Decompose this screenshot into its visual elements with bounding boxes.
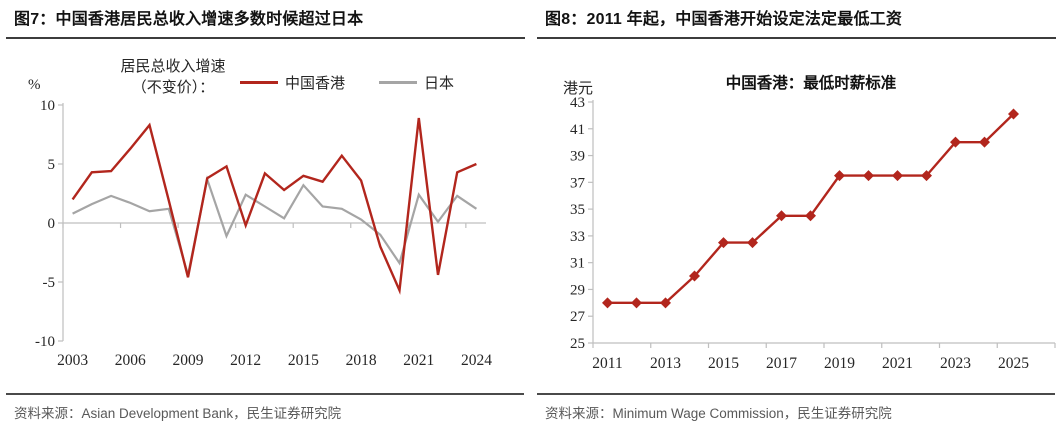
diamond-marker: [718, 237, 729, 249]
diamond-marker: [660, 297, 671, 309]
x-tick-label: 2011: [592, 355, 622, 372]
diamond-marker: [863, 170, 874, 182]
diamond-marker: [892, 170, 903, 182]
x-tick-label: 2023: [940, 355, 971, 372]
y-tick-label: 29: [570, 282, 585, 298]
x-tick-label: 2012: [230, 352, 261, 369]
legend-label-japan: 日本: [424, 76, 455, 92]
x-tick-label: 2021: [882, 355, 913, 372]
y-tick-label: 39: [570, 149, 585, 165]
y-tick-label: 5: [48, 157, 56, 173]
figure7-y-unit-label: %: [28, 77, 41, 93]
y-tick-label: -5: [43, 275, 56, 291]
figure8-chart-title: 中国香港：最低时薪标准: [725, 75, 897, 92]
y-tick-label: 27: [570, 309, 586, 325]
figure8-header: 图8：2011 年起，中国香港开始设定法定最低工资: [537, 0, 1056, 39]
figure7-source: 资料来源：Asian Development Bank，民生证券研究院: [6, 393, 524, 426]
y-tick-label: 35: [570, 202, 585, 218]
legend-caption-line2: （不变价）：: [131, 80, 215, 96]
hongkong-line-swatch: [240, 81, 278, 84]
y-tick-label: -10: [35, 334, 55, 350]
figure8-chart-area: 43 41 39 37 35 33 31 29 27 25 2011 2013 2015 2017 2019…: [531, 39, 1062, 384]
hongkong-series-line: [71, 117, 477, 295]
y-tick-label: 10: [40, 98, 55, 114]
diamond-marker: [979, 136, 990, 148]
y-tick-label: 43: [570, 95, 585, 111]
diamond-marker: [631, 297, 642, 309]
figure7-chart-area: 10 5 0 -5 -10 2003 2006 2009 2012 2015 2018 2021 202…: [0, 39, 531, 384]
y-tick-label: 0: [48, 216, 56, 232]
diamond-marker: [805, 210, 816, 222]
figure7-legend-caption: 居民总收入增速 （不变价）：: [88, 57, 258, 99]
figure8-line-chart: 43 41 39 37 35 33 31 29 27 25 2011 2013 2015 2017 2019…: [570, 95, 1056, 372]
legend-item-japan: 日本: [379, 72, 454, 93]
x-tick-label: 2021: [403, 352, 434, 369]
japan-line-swatch: [379, 81, 418, 84]
figure8-source: 资料来源：Minimum Wage Commission，民生证券研究院: [537, 393, 1055, 426]
diamond-marker: [689, 270, 700, 282]
x-tick-label: 2018: [346, 352, 377, 369]
diamond-marker: [834, 170, 845, 182]
x-tick-label: 2006: [115, 352, 146, 369]
legend-caption-line1: 居民总收入增速: [120, 59, 226, 75]
diamond-marker: [950, 136, 961, 148]
x-tick-label: 2019: [824, 355, 855, 372]
figure8-y-unit-label: 港元: [563, 81, 594, 97]
y-tick-label: 41: [570, 122, 585, 138]
y-tick-label: 31: [570, 256, 585, 272]
x-tick-label: 2017: [766, 355, 797, 372]
diamond-marker: [747, 237, 758, 249]
diamond-marker: [921, 170, 932, 182]
x-tick-label: 2015: [288, 352, 319, 369]
x-tick-label: 2013: [650, 355, 681, 372]
legend-item-hongkong: 中国香港: [240, 72, 345, 93]
figure7-legend: 中国香港 日本: [240, 72, 454, 93]
figure7-header: 图7：中国香港居民总收入增速多数时候超过日本: [6, 0, 525, 39]
figure7-panel: 图7：中国香港居民总收入增速多数时候超过日本 10 5 0 -5 -10 2003 2006…: [0, 0, 531, 426]
diamond-marker: [776, 210, 787, 222]
y-tick-label: 37: [570, 175, 586, 191]
legend-label-hongkong: 中国香港: [285, 76, 346, 92]
x-tick-label: 2025: [998, 355, 1029, 372]
x-tick-label: 2003: [57, 352, 88, 369]
diamond-marker: [1008, 108, 1019, 120]
japan-series-line: [72, 175, 478, 276]
x-tick-label: 2009: [172, 352, 203, 369]
figure8-panel: 图8：2011 年起，中国香港开始设定法定最低工资 43 41 39 37 35 33 31…: [531, 0, 1062, 426]
x-tick-label: 2015: [708, 355, 739, 372]
y-tick-label: 25: [570, 336, 585, 352]
x-tick-label: 2024: [461, 352, 492, 369]
diamond-marker: [602, 297, 613, 309]
y-tick-label: 33: [570, 229, 585, 245]
